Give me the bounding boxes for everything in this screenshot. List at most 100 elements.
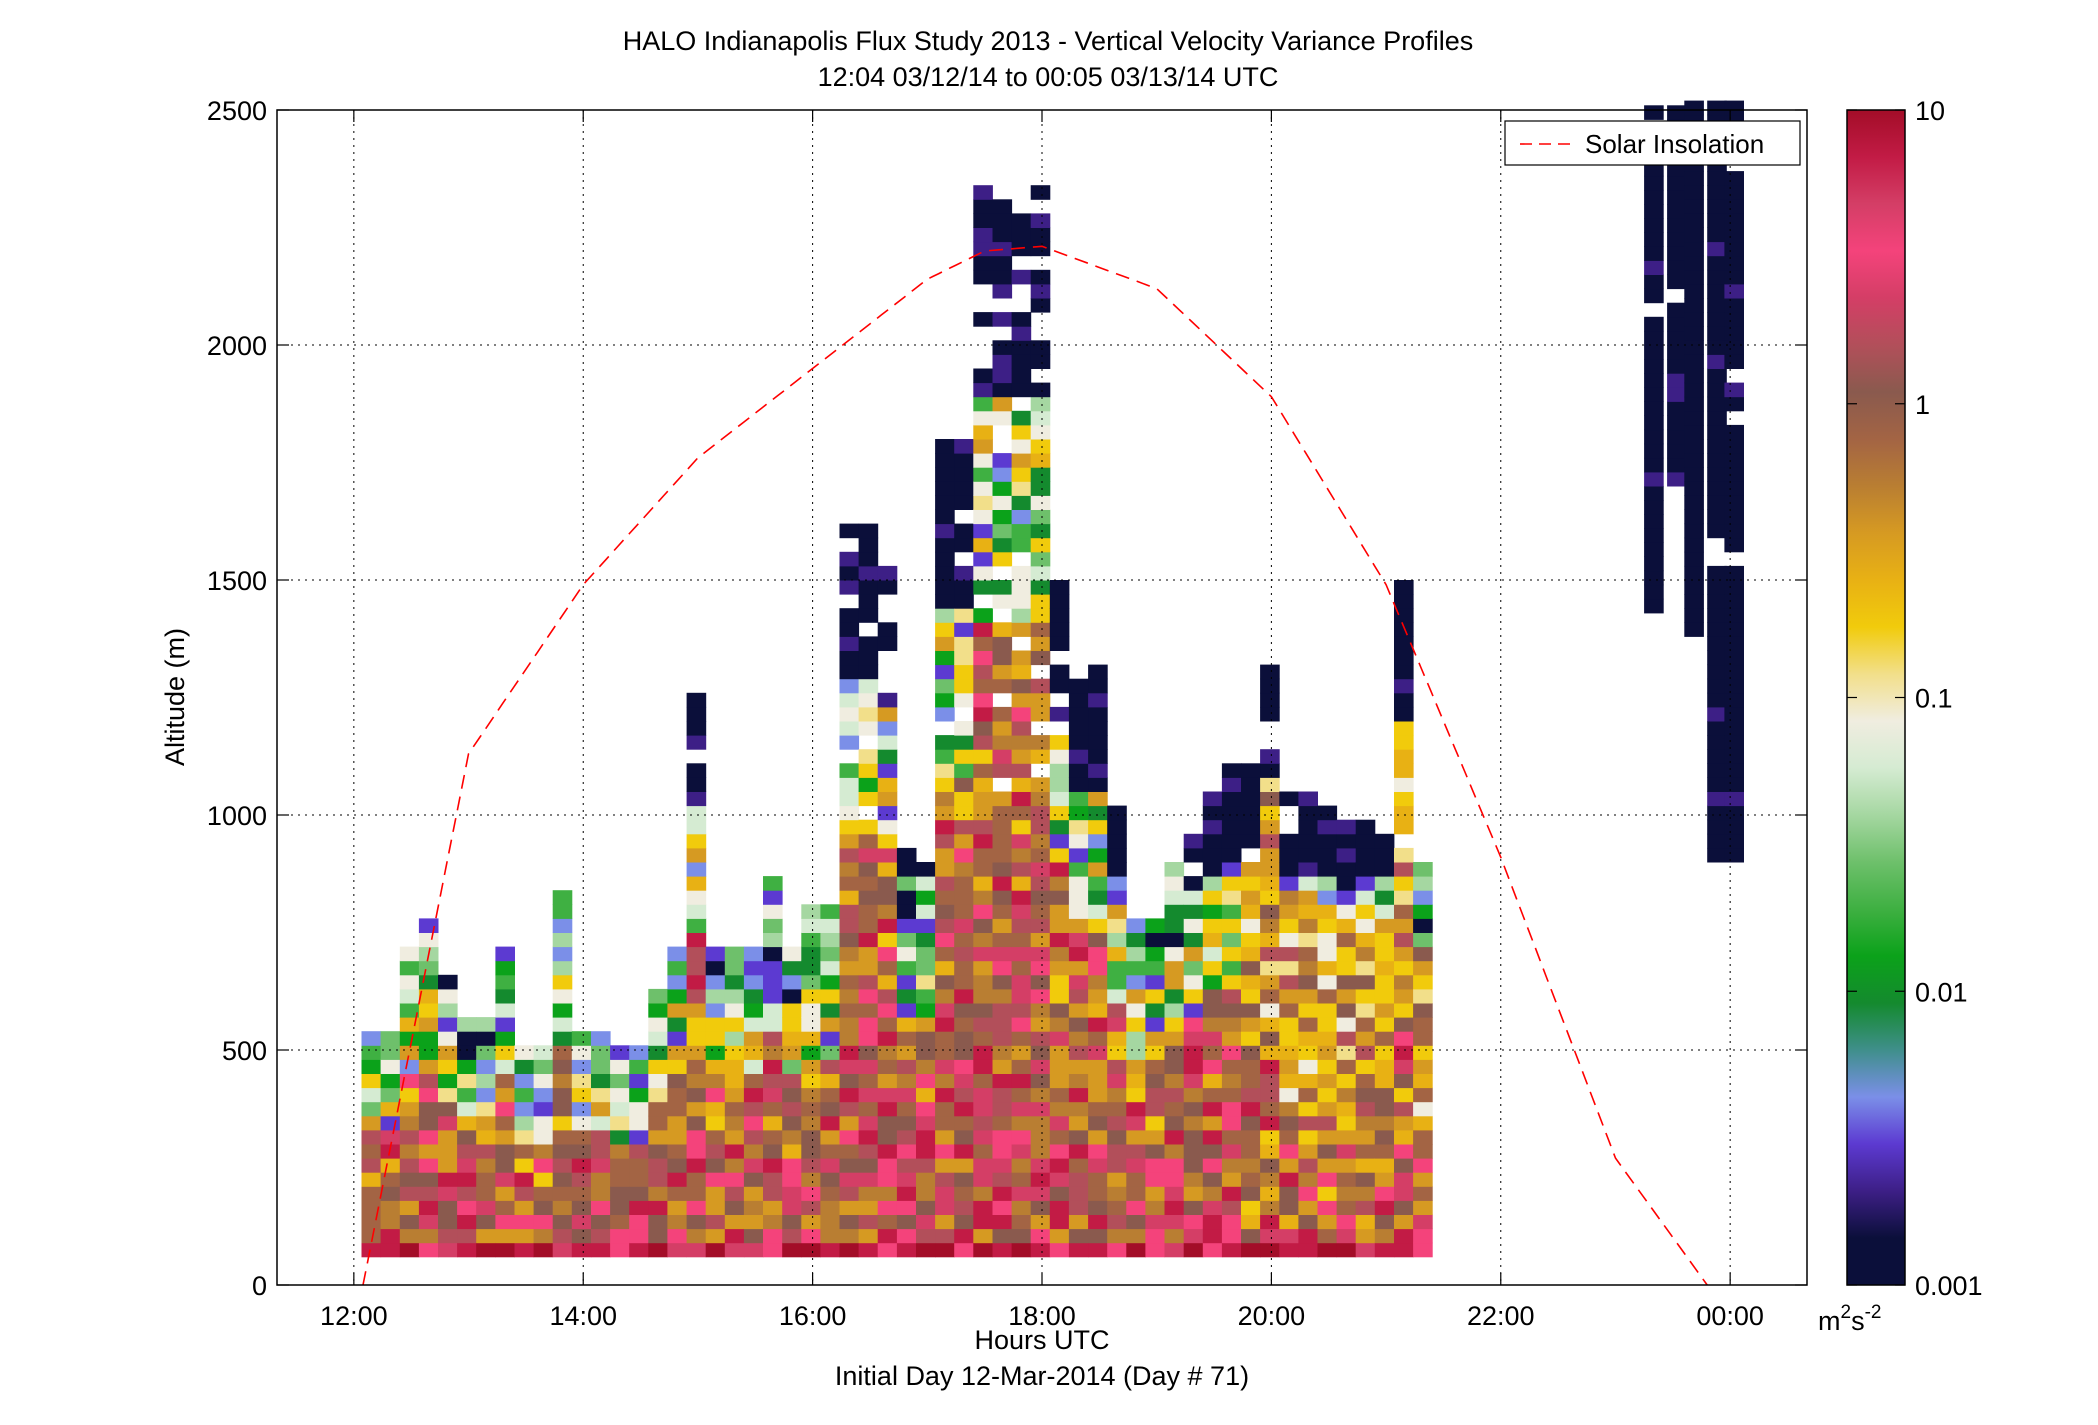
heatmap-cell bbox=[839, 819, 860, 835]
heatmap-cell bbox=[1298, 1017, 1318, 1032]
heatmap-cell bbox=[954, 960, 974, 976]
heatmap-cell bbox=[1355, 960, 1376, 976]
heatmap-cell bbox=[973, 1017, 993, 1032]
heatmap-cell bbox=[1644, 542, 1664, 557]
heatmap-cell bbox=[1030, 1003, 1051, 1018]
heatmap-cell bbox=[552, 1242, 573, 1258]
heatmap-cell bbox=[973, 523, 993, 539]
heatmap-cell bbox=[954, 876, 974, 891]
heatmap-cell bbox=[1126, 1115, 1146, 1131]
heatmap-cell bbox=[1279, 1017, 1299, 1032]
heatmap-cell bbox=[954, 1200, 974, 1215]
heatmap-cell bbox=[1049, 946, 1070, 962]
heatmap-cell bbox=[1394, 1242, 1414, 1258]
heatmap-cell bbox=[992, 283, 1013, 299]
heatmap-cell bbox=[992, 255, 1013, 271]
heatmap-cell bbox=[1164, 1003, 1185, 1018]
heatmap-cell bbox=[1724, 777, 1744, 792]
colorbar-tick-label: 10 bbox=[1915, 96, 1945, 126]
heatmap-cell bbox=[1049, 904, 1070, 919]
heatmap-cell bbox=[495, 1186, 515, 1201]
heatmap-cell bbox=[533, 1101, 554, 1117]
heatmap-cell bbox=[743, 1073, 764, 1089]
heatmap-cell bbox=[1202, 1158, 1223, 1173]
heatmap-cell bbox=[533, 1158, 554, 1173]
heatmap-cell bbox=[1030, 298, 1051, 313]
heatmap-cell bbox=[1667, 387, 1687, 402]
heatmap-cell bbox=[1011, 1017, 1032, 1032]
heatmap-cell bbox=[1011, 890, 1032, 905]
heatmap-cell bbox=[1279, 890, 1299, 905]
heatmap-cell bbox=[1145, 1031, 1165, 1046]
heatmap-cell bbox=[858, 1087, 879, 1103]
heatmap-cell bbox=[1724, 213, 1744, 228]
heatmap-cell bbox=[1317, 960, 1338, 976]
heatmap-cell bbox=[380, 1059, 401, 1074]
heatmap-cell bbox=[1279, 1003, 1299, 1018]
heatmap-cell bbox=[782, 1144, 802, 1159]
heatmap-cell bbox=[495, 1214, 515, 1230]
heatmap-cell bbox=[1241, 876, 1261, 891]
heatmap-cell bbox=[1684, 241, 1704, 257]
heatmap-cell bbox=[1317, 862, 1338, 877]
heatmap-cell bbox=[1260, 1214, 1280, 1230]
heatmap-cell bbox=[1030, 1242, 1051, 1258]
heatmap-cell bbox=[1202, 904, 1223, 919]
heatmap-cell bbox=[1088, 763, 1108, 778]
heatmap-cell bbox=[1298, 1003, 1318, 1018]
heatmap-cell bbox=[820, 1017, 840, 1032]
heatmap-cell bbox=[973, 1115, 993, 1131]
heatmap-cell bbox=[724, 1158, 745, 1173]
heatmap-cell bbox=[418, 1115, 439, 1131]
heatmap-cell bbox=[686, 706, 707, 722]
heatmap-cell bbox=[916, 960, 936, 976]
heatmap-cell bbox=[992, 1200, 1013, 1215]
heatmap-cell bbox=[839, 1200, 860, 1215]
heatmap-cell bbox=[858, 763, 879, 778]
heatmap-cell bbox=[724, 1172, 745, 1187]
colorbar-unit-s: s bbox=[1851, 1306, 1865, 1336]
heatmap-cell bbox=[361, 1242, 382, 1258]
heatmap-cell bbox=[896, 1045, 917, 1060]
heatmap-cell bbox=[1011, 904, 1032, 919]
heatmap-cell bbox=[1413, 1158, 1433, 1173]
heatmap-cell bbox=[705, 946, 726, 962]
heatmap-cell bbox=[1707, 241, 1727, 257]
heatmap-cell bbox=[1336, 1059, 1357, 1074]
heatmap-cell bbox=[1126, 1158, 1146, 1173]
heatmap-cell bbox=[1088, 946, 1108, 962]
heatmap-cell bbox=[801, 1101, 821, 1117]
heatmap-cell bbox=[1394, 1101, 1414, 1117]
heatmap-cell bbox=[571, 1031, 592, 1046]
heatmap-cell bbox=[801, 988, 821, 1004]
heatmap-cell bbox=[1068, 1101, 1089, 1117]
heatmap-cell bbox=[361, 1186, 382, 1201]
heatmap-cell bbox=[743, 1017, 764, 1032]
heatmap-cell bbox=[935, 735, 955, 750]
heatmap-cell bbox=[1374, 1017, 1395, 1032]
heatmap-cell bbox=[705, 1031, 726, 1046]
heatmap-cell bbox=[724, 946, 745, 962]
heatmap-cell bbox=[1241, 791, 1261, 807]
heatmap-cell bbox=[1049, 763, 1070, 778]
heatmap-cell bbox=[1684, 213, 1704, 228]
heatmap-cell bbox=[1202, 1087, 1223, 1103]
heatmap-cell bbox=[724, 1101, 745, 1117]
heatmap-cell bbox=[1145, 1017, 1165, 1032]
heatmap-cell bbox=[1260, 1158, 1280, 1173]
heatmap-cell bbox=[1241, 1003, 1261, 1018]
heatmap-cell bbox=[361, 1144, 382, 1159]
heatmap-cell bbox=[1030, 988, 1051, 1004]
heatmap-cell bbox=[935, 481, 955, 496]
heatmap-cell bbox=[1279, 876, 1299, 891]
heatmap-cell bbox=[954, 1017, 974, 1032]
y-tick-label: 1500 bbox=[207, 566, 267, 596]
heatmap-cell bbox=[1126, 1186, 1146, 1201]
heatmap-cell bbox=[1202, 1144, 1223, 1159]
heatmap-cell bbox=[1279, 960, 1299, 976]
heatmap-cell bbox=[743, 1214, 764, 1230]
heatmap-cell bbox=[686, 847, 707, 863]
heatmap-cell bbox=[667, 1214, 687, 1230]
heatmap-cell bbox=[954, 650, 974, 666]
